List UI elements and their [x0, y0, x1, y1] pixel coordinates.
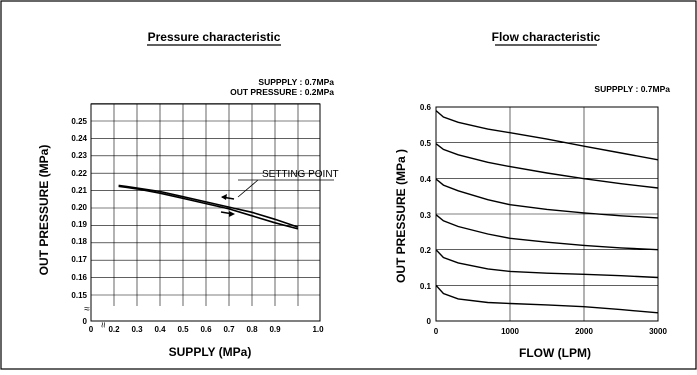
pressure-chart-title: Pressure characteristic [148, 30, 281, 44]
pressure-plot-area [90, 103, 321, 322]
setting-point-pointer [237, 179, 259, 198]
y-tick-label: 0.6 [420, 103, 432, 112]
flow-series-line-3 [435, 214, 659, 251]
y-tick-label: 0.24 [71, 134, 87, 143]
pressure-y-tick-labels: 0 0.15 0.16 0.17 0.18 0.19 0.20 0.21 0.2… [71, 117, 87, 326]
y-tick-label: 0.2 [420, 246, 432, 255]
flow-grid [435, 106, 659, 322]
y-tick-label: 0.16 [71, 273, 87, 282]
pressure-characteristic-chart: Pressure characteristic SUPPPLY : 0.7MPa… [37, 30, 339, 359]
pressure-x-axis-label: SUPPLY (MPa) [169, 345, 252, 359]
flow-chart-title: Flow characteristic [492, 30, 601, 44]
pressure-out-pressure-note: OUT PRESSURE : 0.2MPa [230, 87, 334, 97]
x-tick-label: 3000 [649, 327, 667, 336]
y-axis-break-mark: ≈ [84, 304, 90, 315]
x-tick-label: 2000 [575, 327, 593, 336]
flow-series-line-5 [435, 143, 659, 189]
y-tick-label: 0 [427, 317, 432, 326]
pressure-supply-note: SUPPPLY : 0.7MPa [258, 77, 334, 87]
y-tick-label: 0.20 [71, 203, 87, 212]
flow-characteristic-chart: Flow characteristic SUPPPLY : 0.7MPa 0 1… [394, 30, 670, 360]
flow-series-line-2 [435, 249, 659, 279]
x-tick-label: 1.0 [312, 325, 324, 334]
y-tick-label: 0.25 [71, 117, 87, 126]
x-tick-label: 0.7 [223, 325, 235, 334]
x-tick-label: 0.4 [154, 325, 166, 334]
pressure-series-group [118, 184, 299, 230]
pressure-x-tick-labels: 0 0.2 0.3 0.4 0.5 0.6 0.7 0.8 0.9 1.0 [89, 325, 324, 334]
flow-series-line-6 [435, 110, 659, 161]
y-tick-label: 0.17 [71, 255, 87, 264]
x-axis-break-mark: ≈ [97, 322, 108, 328]
x-tick-label: 0 [89, 325, 94, 334]
y-tick-label: 0.15 [71, 291, 87, 300]
flow-y-tick-labels: 0 0.1 0.2 0.3 0.4 0.5 0.6 [420, 103, 432, 326]
y-tick-label: 0.21 [71, 186, 87, 195]
decreasing-direction-arrow [221, 194, 235, 200]
x-tick-label: 0.5 [177, 325, 189, 334]
x-tick-label: 0.9 [269, 325, 281, 334]
x-tick-label: 0.2 [108, 325, 120, 334]
flow-series-line-4 [435, 178, 659, 219]
y-tick-label: 0.3 [420, 211, 432, 220]
x-tick-label: 0.6 [200, 325, 212, 334]
y-tick-label: 0.22 [71, 169, 87, 178]
flow-series-group [435, 110, 659, 314]
y-tick-label: 0.19 [71, 220, 87, 229]
x-tick-label: 0 [434, 327, 439, 336]
pressure-series-line-increasing [118, 184, 299, 228]
flow-supply-note: SUPPPLY : 0.7MPa [594, 84, 670, 94]
pressure-y-axis-label: OUT PRESSURE (MPa) [37, 145, 51, 276]
flow-series-line-1 [435, 284, 659, 314]
y-tick-label: 0.5 [420, 139, 432, 148]
pressure-grid [90, 103, 321, 322]
y-tick-label: 0.18 [71, 237, 87, 246]
y-tick-label: 0 [83, 317, 88, 326]
flow-y-axis-label: OUT PRESSURE (MPa ) [394, 149, 408, 283]
x-tick-label: 0.8 [246, 325, 258, 334]
setting-point-label: SETTING POINT [262, 169, 339, 180]
increasing-direction-arrow [220, 211, 235, 217]
flow-x-tick-labels: 0 1000 2000 3000 [434, 327, 668, 336]
x-tick-label: 1000 [501, 327, 519, 336]
y-tick-label: 0.23 [71, 151, 87, 160]
flow-x-axis-label: FLOW (LPM) [519, 346, 591, 360]
y-tick-label: 0.4 [420, 175, 432, 184]
pressure-series-line-decreasing [118, 185, 299, 230]
y-tick-label: 0.1 [420, 282, 432, 291]
x-tick-label: 0.3 [131, 325, 143, 334]
